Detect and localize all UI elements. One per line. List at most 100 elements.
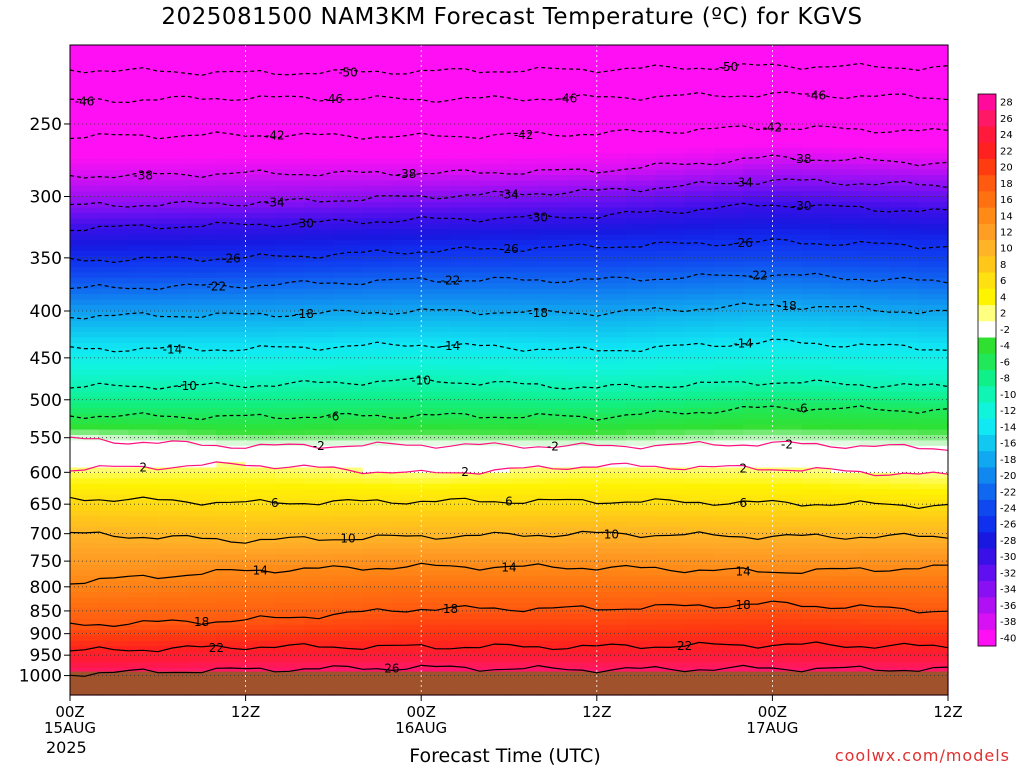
- y-tick-label: 1000: [19, 667, 62, 687]
- colorbar-label: -22: [1000, 487, 1016, 498]
- colorbar-label: -36: [1000, 601, 1016, 612]
- contour-label: 10: [340, 532, 355, 546]
- y-tick-label: 650: [30, 495, 62, 515]
- colorbar-swatch: [978, 158, 996, 176]
- colorbar-label: -34: [1000, 585, 1016, 596]
- colorbar-label: 28: [1000, 98, 1013, 109]
- contour-line: [69, 338, 949, 353]
- y-tick-label: 900: [30, 625, 62, 645]
- colorbar-label: -8: [1000, 374, 1010, 385]
- colorbar-swatch: [978, 597, 996, 615]
- contour-label: -26: [499, 242, 519, 256]
- contour-label: -30: [528, 211, 548, 225]
- contour-label: -42: [763, 121, 783, 135]
- contour-label: 6: [505, 495, 513, 509]
- contour-label: -38: [397, 167, 417, 181]
- x-tick-label: 12Z: [582, 703, 611, 721]
- colorbar-swatch: [978, 386, 996, 403]
- y-tick-label: 400: [30, 302, 62, 322]
- contour-label: -22: [748, 269, 768, 283]
- colorbar-label: -26: [1000, 520, 1016, 531]
- contour-label: -50: [719, 60, 739, 74]
- contour-label: 22: [677, 639, 692, 653]
- contour-label: 18: [735, 598, 750, 612]
- contour-label: -26: [221, 252, 241, 266]
- contour-label: -10: [411, 374, 431, 388]
- colorbar-frame: [977, 93, 997, 647]
- y-tick-label: 950: [30, 646, 62, 666]
- colorbar-label: -28: [1000, 536, 1016, 547]
- colorbar-swatch: [978, 402, 996, 420]
- colorbar-label: 22: [1000, 146, 1013, 157]
- colorbar-swatch: [978, 499, 996, 517]
- contour-label: -22: [207, 279, 227, 293]
- colorbar-swatch: [978, 370, 996, 387]
- contour-label: 14: [253, 564, 268, 578]
- colorbar-swatch: [978, 191, 996, 209]
- contour-label: -18: [294, 307, 314, 321]
- contour-line: [69, 496, 949, 510]
- contour-label: -6: [796, 402, 808, 416]
- x-tick-label: 15AUG: [44, 719, 96, 737]
- contour-label: 22: [209, 641, 224, 655]
- colorbar-label: 2: [1000, 309, 1006, 320]
- colorbar-swatch: [978, 418, 996, 436]
- contour-label: -30: [792, 199, 812, 213]
- colorbar-label: -32: [1000, 568, 1016, 579]
- colorbar-label: 26: [1000, 114, 1013, 125]
- colorbar-label: -16: [1000, 439, 1016, 450]
- contour-line: [69, 202, 949, 232]
- credit-link[interactable]: coolwx.com/models: [834, 746, 1010, 765]
- contour-line: [69, 272, 949, 291]
- colorbar-label: -20: [1000, 471, 1016, 482]
- colorbar-label: -14: [1000, 422, 1016, 433]
- contour-label: -42: [265, 129, 285, 143]
- colorbar-label: 8: [1000, 260, 1006, 271]
- y-tick-label: 850: [30, 602, 62, 622]
- contour-label: 2: [461, 465, 469, 479]
- x-tick-label: 12Z: [231, 703, 260, 721]
- contour-line: [69, 178, 949, 208]
- colorbar-swatch: [978, 305, 996, 322]
- contour-label: 10: [604, 527, 619, 541]
- colorbar-swatch: [978, 548, 996, 566]
- contour-label: -38: [133, 168, 153, 182]
- colorbar-label: 4: [1000, 292, 1006, 303]
- contour-label: -30: [294, 217, 314, 231]
- colorbar-label: -12: [1000, 406, 1016, 417]
- contour-label: -2: [547, 439, 559, 453]
- colorbar-swatch: [978, 256, 996, 274]
- colorbar-swatch: [978, 240, 996, 257]
- colorbar-swatch: [978, 142, 996, 160]
- y-tick-label: 800: [30, 578, 62, 598]
- contour-label: 2: [739, 461, 747, 475]
- contour-label: -18: [777, 299, 797, 313]
- x-axis-title: Forecast Time (UTC): [409, 745, 601, 767]
- contour-label: -26: [733, 236, 753, 250]
- contour-line: [69, 405, 949, 421]
- contour-label: -46: [558, 91, 578, 105]
- y-tick-label: 500: [30, 391, 62, 411]
- colorbar-swatch: [978, 483, 996, 501]
- contour-label: 18: [443, 602, 458, 616]
- x-tick-label: 17AUG: [746, 719, 798, 737]
- colorbar-swatch: [978, 94, 996, 111]
- contour-label: -14: [733, 337, 753, 351]
- contour-label: -22: [441, 273, 461, 287]
- contour-label: 6: [739, 496, 747, 510]
- contour-label: -34: [499, 187, 519, 201]
- y-tick-label: 300: [30, 188, 62, 208]
- x-tick-label: 12Z: [933, 703, 962, 721]
- year-label: 2025: [46, 738, 87, 757]
- colorbar-swatch: [978, 613, 996, 631]
- colorbar-label: -24: [1000, 504, 1016, 515]
- colorbar-swatch: [978, 564, 996, 582]
- colorbar-swatch: [978, 337, 996, 355]
- colorbar-label: -30: [1000, 552, 1016, 563]
- colorbar-label: 6: [1000, 276, 1006, 287]
- contour-label: -34: [733, 176, 753, 190]
- contour-label: -14: [441, 339, 461, 353]
- colorbar-swatch: [978, 451, 996, 468]
- contour-label: -2: [781, 437, 793, 451]
